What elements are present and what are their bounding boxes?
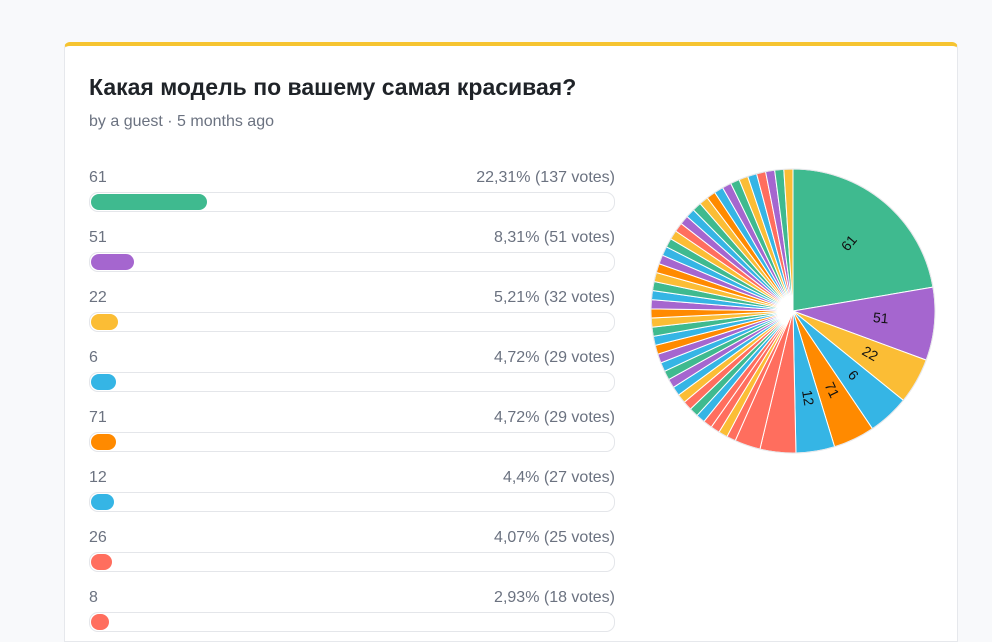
poll-meta: by a guest · 5 months ago: [89, 113, 274, 130]
pie-slice: [792, 168, 934, 312]
poll-title: Какая модель по вашему самая красивая?: [89, 74, 577, 100]
option-label: 12: [89, 469, 107, 486]
option-label: 51: [89, 229, 107, 246]
progress-fill: [91, 614, 109, 630]
option-label: 61: [89, 169, 107, 186]
progress-track: [89, 192, 615, 212]
progress-track: [89, 612, 615, 632]
poll-option[interactable]: 12 4,4% (27 votes): [89, 468, 615, 516]
progress-fill: [91, 494, 114, 510]
option-stat: 2,93% (18 votes): [494, 589, 615, 606]
progress-track: [89, 312, 615, 332]
progress-track: [89, 552, 615, 572]
option-label: 22: [89, 289, 107, 306]
progress-fill: [91, 434, 116, 450]
progress-fill: [91, 314, 119, 330]
option-stat: 4,72% (29 votes): [494, 349, 615, 366]
progress-fill: [91, 374, 116, 390]
poll-option[interactable]: 51 8,31% (51 votes): [89, 228, 615, 276]
option-label: 71: [89, 409, 107, 426]
poll-card: Какая модель по вашему самая красивая? b…: [64, 42, 958, 642]
progress-track: [89, 372, 615, 392]
option-stat: 5,21% (32 votes): [494, 289, 615, 306]
progress-fill: [91, 554, 113, 570]
option-stat: 4,4% (27 votes): [502, 469, 615, 486]
pie-slice-label: 12: [799, 389, 817, 407]
poll-option[interactable]: 26 4,07% (25 votes): [89, 528, 615, 576]
poll-option[interactable]: 22 5,21% (32 votes): [89, 288, 615, 336]
poll-option[interactable]: 61 22,31% (137 votes): [89, 168, 615, 216]
pie-outline: [650, 168, 936, 454]
progress-fill: [91, 254, 135, 270]
progress-track: [89, 432, 615, 452]
pie-slice-label: 22: [859, 343, 881, 365]
option-stat: 8,31% (51 votes): [494, 229, 615, 246]
option-label: 6: [89, 349, 98, 366]
pie-slice-label: 71: [822, 379, 843, 400]
poll-option[interactable]: 71 4,72% (29 votes): [89, 408, 615, 456]
poll-option[interactable]: 8 2,93% (18 votes): [89, 588, 615, 636]
progress-track: [89, 492, 615, 512]
option-stat: 22,31% (137 votes): [476, 169, 615, 186]
option-label: 8: [89, 589, 98, 606]
poll-option[interactable]: 6 4,72% (29 votes): [89, 348, 615, 396]
option-stat: 4,07% (25 votes): [494, 529, 615, 546]
progress-track: [89, 252, 615, 272]
option-label: 26: [89, 529, 107, 546]
progress-fill: [91, 194, 208, 210]
pie-slice-label: 51: [872, 309, 889, 326]
option-stat: 4,72% (29 votes): [494, 409, 615, 426]
